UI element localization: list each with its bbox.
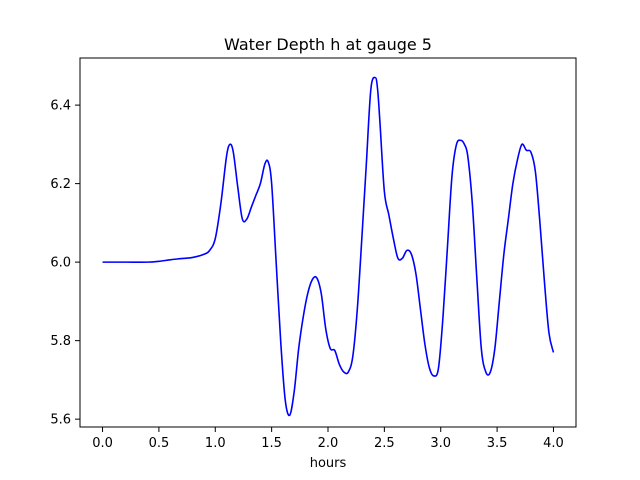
plot-area-frame	[79, 57, 577, 428]
series-layer	[102, 76, 555, 417]
x-tick-label: 1.0	[205, 436, 226, 451]
x-tick-label: 3.5	[487, 436, 508, 451]
x-tick-label: 0.0	[92, 436, 113, 451]
x-tick-label: 2.5	[374, 436, 395, 451]
x-tick-label: 2.0	[318, 436, 339, 451]
y-tick-label: 6.2	[50, 177, 71, 192]
chart-title: Water Depth h at gauge 5	[224, 35, 432, 54]
y-tick-label: 5.6	[50, 413, 71, 428]
x-axis: 0.0 0.5 1.0 1.5 2.0 2.5 3.0 3.5 4.0	[92, 427, 564, 451]
x-tick-label: 1.5	[261, 436, 282, 451]
y-tick-label: 5.8	[50, 334, 71, 349]
y-axis: 5.6 5.8 6.0 6.2 6.4	[50, 99, 80, 428]
y-tick-label: 6.0	[50, 256, 71, 271]
series-line-0	[102, 76, 555, 417]
x-axis-label: hours	[310, 456, 347, 471]
x-tick-label: 4.0	[543, 436, 564, 451]
x-tick-label: 3.0	[430, 436, 451, 451]
y-tick-label: 6.4	[50, 99, 71, 114]
x-tick-label: 0.5	[149, 436, 170, 451]
